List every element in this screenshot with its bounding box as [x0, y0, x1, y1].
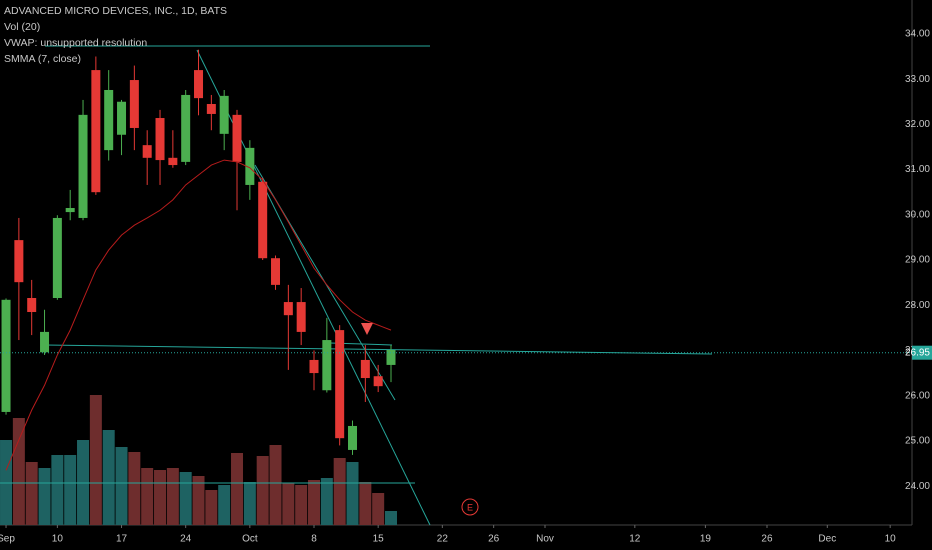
candle-body — [194, 70, 204, 99]
candle-body — [104, 89, 114, 151]
y-tick-label: 31.00 — [905, 164, 930, 175]
indicator-label: Vol (20) — [4, 21, 40, 33]
candle-body — [271, 258, 281, 285]
candle-body — [40, 331, 50, 353]
candle-body — [232, 114, 242, 162]
indicator-label: SMMA (7, close) — [4, 53, 81, 65]
x-tick-label: 24 — [180, 534, 192, 545]
y-tick-label: 34.00 — [905, 29, 930, 40]
volume-bar — [346, 462, 359, 525]
x-tick-label: Sep — [0, 534, 15, 545]
volume-bar — [154, 470, 167, 525]
candle-body — [14, 240, 24, 283]
candle-body — [360, 359, 370, 379]
x-tick-label: 26 — [488, 534, 500, 545]
volume-bar — [12, 418, 25, 525]
y-tick-label: 26.00 — [905, 390, 930, 401]
y-tick-label: 33.00 — [905, 74, 930, 85]
volume-bar — [282, 483, 295, 525]
x-tick-label: 26 — [761, 534, 773, 545]
x-tick-label: Dec — [818, 534, 836, 545]
x-tick-label: 22 — [437, 534, 449, 545]
candle-body — [78, 114, 88, 218]
volume-bar — [38, 468, 51, 525]
candle-body — [1, 299, 11, 412]
indicator-label: VWAP: unsupported resolution — [4, 37, 147, 49]
volume-bar — [231, 453, 244, 525]
candle-body — [206, 104, 216, 114]
volume-bar — [128, 452, 141, 525]
volume-bar — [256, 456, 269, 525]
volume-bar — [295, 485, 308, 525]
volume-bar — [89, 395, 102, 525]
candle-body — [322, 340, 332, 391]
x-tick-label: Nov — [536, 534, 554, 545]
candle-body — [309, 359, 319, 374]
volume-bar — [102, 430, 115, 525]
candle-body — [181, 94, 191, 162]
volume-bar — [179, 472, 192, 525]
candle-body — [142, 145, 152, 158]
candle-body — [155, 118, 165, 161]
y-tick-label: 24.00 — [905, 481, 930, 492]
volume-bar — [372, 493, 385, 525]
candle-body — [348, 425, 358, 450]
candle-body — [168, 157, 178, 166]
candle-body — [386, 350, 396, 365]
volume-bar — [308, 480, 321, 525]
candle-body — [373, 376, 383, 387]
candle-body — [219, 95, 229, 134]
volume-bar — [243, 482, 256, 525]
x-tick-label: Oct — [242, 534, 258, 545]
last-price-box — [912, 345, 932, 360]
volume-bar — [333, 458, 346, 525]
volume-bar — [141, 468, 154, 525]
volume-bar — [115, 447, 128, 525]
x-tick-label: 17 — [116, 534, 128, 545]
price-layer — [1, 49, 396, 471]
volume-bar — [385, 511, 398, 525]
candle-body — [91, 70, 101, 193]
candle-body — [52, 217, 62, 298]
volume-bar — [359, 482, 372, 525]
x-tick-label: 12 — [629, 534, 641, 545]
smma-line — [5, 159, 392, 471]
candle-body — [335, 330, 345, 439]
chart-title: ADVANCED MICRO DEVICES, INC., 1D, BATS — [4, 5, 227, 17]
volume-bar — [166, 468, 179, 525]
volume-bar — [192, 476, 205, 525]
volume-bar — [25, 462, 38, 525]
candle-body — [283, 302, 293, 316]
earnings-label: E — [467, 502, 473, 512]
volume-bar — [205, 490, 218, 525]
volume-bar — [269, 445, 282, 525]
candle-body — [245, 147, 255, 185]
y-tick-label: 30.00 — [905, 209, 930, 220]
candle-body — [117, 101, 127, 135]
y-tick-label: 32.00 — [905, 119, 930, 130]
y-tick-label: 29.00 — [905, 255, 930, 266]
x-tick-label: 8 — [311, 534, 317, 545]
earnings-icon — [461, 498, 479, 516]
y-tick-label: 25.00 — [905, 436, 930, 447]
volume-bar — [64, 455, 77, 525]
candle-body — [129, 80, 139, 128]
last-price-label: 26.95 — [905, 347, 930, 358]
x-tick-label: 19 — [700, 534, 712, 545]
volume-bar — [218, 485, 231, 525]
candle-body — [65, 208, 75, 213]
volume-bar — [320, 478, 333, 525]
x-tick-label: 15 — [373, 534, 385, 545]
volume-bar — [51, 455, 64, 525]
candle-body — [296, 302, 306, 332]
candle-body — [258, 181, 268, 259]
x-tick-label: 10 — [885, 534, 897, 545]
y-tick-label: 28.00 — [905, 300, 930, 311]
x-tick-label: 10 — [52, 534, 64, 545]
candle-body — [27, 297, 37, 313]
signal-arrow — [361, 323, 373, 335]
